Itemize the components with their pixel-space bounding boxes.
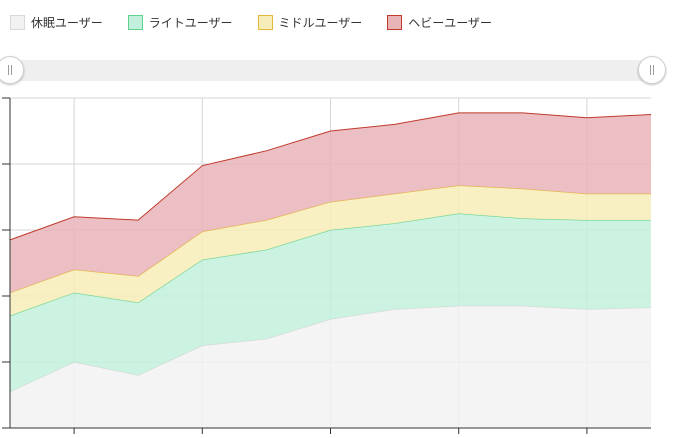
- grip-icon: [650, 65, 651, 75]
- slider-left-handle[interactable]: [0, 56, 24, 84]
- legend-label-light: ライトユーザー: [148, 15, 233, 30]
- grip-icon: [8, 65, 9, 75]
- grip-icon: [653, 65, 654, 75]
- zoom-range-slider[interactable]: [0, 56, 666, 84]
- area-series-1: [10, 213, 651, 392]
- legend-swatch-dormant: [10, 14, 25, 30]
- legend-swatch-light: [127, 14, 143, 30]
- legend-label-middle: ミドルユーザー: [278, 15, 363, 30]
- chart-axes: [2, 97, 651, 434]
- legend-item-dormant[interactable]: 休眠ユーザー: [10, 14, 103, 31]
- area-series-0: [10, 305, 651, 428]
- legend-item-heavy[interactable]: ヘビーユーザー: [387, 14, 492, 31]
- chart-areas: [9, 112, 652, 428]
- legend-label-heavy: ヘビーユーザー: [408, 15, 493, 30]
- legend-item-middle[interactable]: ミドルユーザー: [257, 14, 363, 31]
- legend-swatch-middle: [257, 14, 273, 30]
- grip-icon: [11, 65, 12, 75]
- legend-item-light[interactable]: ライトユーザー: [127, 14, 233, 31]
- slider-right-handle[interactable]: [638, 56, 666, 84]
- chart-legend: 休眠ユーザー ライトユーザー ミドルユーザー ヘビーユーザー: [10, 12, 517, 32]
- area-series-2: [10, 185, 651, 316]
- area-series-3: [10, 112, 651, 293]
- series-line-3: [9, 112, 652, 241]
- legend-swatch-heavy: [387, 14, 403, 30]
- legend-label-dormant: 休眠ユーザー: [31, 15, 103, 30]
